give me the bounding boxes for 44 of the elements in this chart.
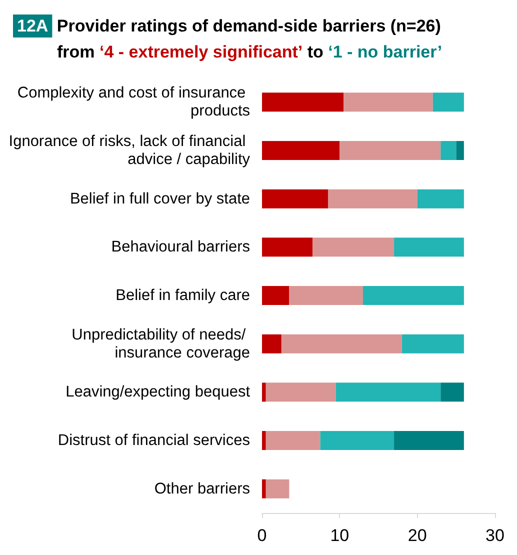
bar [456, 141, 464, 160]
bar [262, 189, 328, 208]
x-tick-label: 30 [486, 526, 504, 545]
bar [266, 382, 336, 402]
bar [394, 431, 464, 450]
bar [440, 141, 456, 160]
y-tick-label: Behavioural barriers [111, 238, 250, 256]
chart-title: 12A Provider ratings of demand-side barriers (n=26) [17, 16, 441, 36]
y-tick-label: Leaving/expecting bequest [66, 384, 251, 401]
bar [266, 479, 290, 498]
y-tick-label: Complexity and cost of insurance products [17, 84, 250, 120]
bar [340, 141, 441, 160]
bar [262, 479, 266, 498]
bar [320, 431, 394, 450]
y-tick-label: Other barriers [154, 480, 250, 498]
bar [262, 382, 266, 402]
x-tick-label: 10 [330, 526, 350, 545]
bar [402, 334, 464, 354]
x-tick-label: 0 [257, 526, 267, 545]
bar [262, 238, 312, 257]
bar [336, 382, 441, 402]
bar [440, 382, 464, 402]
bar [394, 238, 464, 257]
bar [262, 141, 340, 160]
y-tick-label: Belief in family care [116, 287, 250, 304]
bar [266, 431, 320, 450]
y-tick-label: Distrust of financial services [58, 432, 250, 449]
bar [262, 431, 266, 450]
bar [328, 189, 418, 208]
chart-subtitle: from ‘4 - extremely significant’ to ‘1 - no barrier’ [57, 42, 442, 62]
bar [289, 286, 363, 305]
bar [262, 286, 290, 305]
bar [417, 189, 464, 208]
bar [281, 334, 402, 354]
y-tick-label: Ignorance of risks, lack of financial advice / capability [8, 133, 250, 168]
bar [432, 92, 464, 112]
x-tick-label: 20 [408, 526, 427, 545]
y-tick-label: Unpredictability of needs/ insurance coverage [72, 326, 250, 362]
bar [362, 286, 464, 305]
bar [262, 334, 282, 354]
y-tick-label: Belief in full cover by state [70, 190, 250, 208]
bar [344, 92, 433, 112]
bar [262, 92, 344, 112]
bar [312, 238, 394, 257]
